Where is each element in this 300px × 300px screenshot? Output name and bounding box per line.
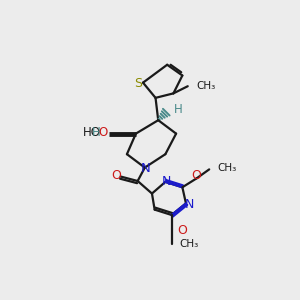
Text: O: O bbox=[98, 126, 107, 139]
Text: HO: HO bbox=[83, 126, 101, 139]
Text: S: S bbox=[134, 77, 142, 90]
Text: O: O bbox=[177, 224, 187, 237]
Text: N: N bbox=[141, 162, 151, 175]
Text: H: H bbox=[92, 126, 101, 139]
Text: CH₃: CH₃ bbox=[197, 81, 216, 91]
Text: N: N bbox=[185, 198, 194, 211]
Text: CH₃: CH₃ bbox=[180, 239, 199, 250]
Text: O: O bbox=[191, 169, 201, 182]
Text: H: H bbox=[174, 103, 183, 116]
Text: N: N bbox=[162, 175, 171, 188]
Text: O: O bbox=[111, 169, 121, 182]
Text: CH₃: CH₃ bbox=[217, 164, 236, 173]
